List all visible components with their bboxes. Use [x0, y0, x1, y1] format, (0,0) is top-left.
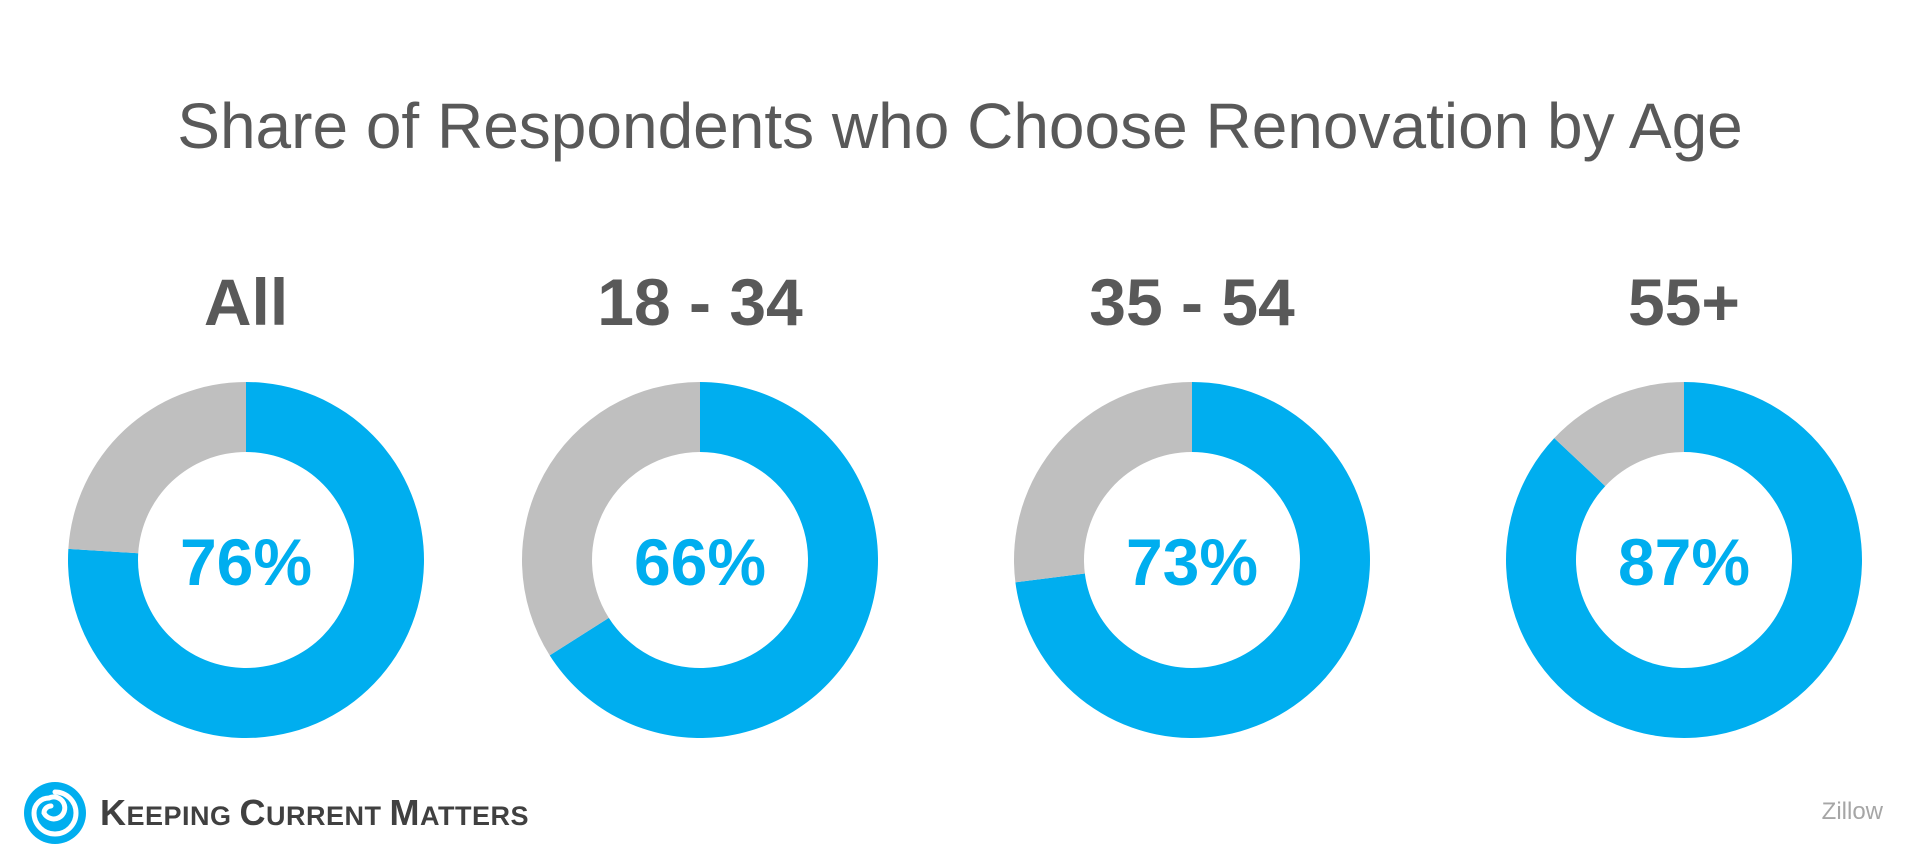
brand-initial-c: C: [239, 792, 267, 833]
slice-remainder-55-plus: [1554, 382, 1684, 487]
percent-label-35-54: 73%: [1126, 525, 1258, 599]
age-group-label-18-34: 18 - 34: [597, 265, 803, 339]
slice-renovate-35-54: [1015, 382, 1370, 738]
brand-initial-m: M: [389, 792, 421, 833]
slice-remainder-35-54: [1014, 382, 1192, 583]
swirl-icon: [24, 782, 86, 844]
donut-chart-all: 76%: [67, 382, 424, 738]
donut-chart-35-54: 73%: [1014, 382, 1370, 738]
brand-logo: KEEPING CURRENT MATTERS: [22, 780, 529, 846]
percent-label-18-34: 66%: [634, 525, 766, 599]
slice-renovate-55-plus: [1506, 382, 1862, 738]
slice-remainder-18-34: [522, 382, 700, 656]
source-label: Zillow: [1821, 798, 1883, 825]
brand-word-matters: ATTERS: [420, 801, 530, 831]
age-group-label-35-54: 35 - 54: [1089, 265, 1295, 339]
brand-initial-k: K: [100, 792, 127, 833]
percent-label-55-plus: 87%: [1618, 525, 1750, 599]
brand-word-keeping: EEPING: [126, 801, 240, 831]
brand-name: KEEPING CURRENT MATTERS: [100, 792, 529, 834]
age-group-label-55-plus: 55+: [1628, 265, 1740, 339]
slice-renovate-18-34: [549, 382, 878, 738]
percent-label-all: 76%: [180, 525, 312, 599]
chart-title: Share of Respondents who Choose Renovati…: [177, 90, 1743, 162]
slice-renovate-all: [67, 382, 424, 738]
age-group-label-all: All: [203, 265, 289, 339]
donut-chart-55-plus: 87%: [1506, 382, 1862, 738]
slice-remainder-all: [68, 382, 246, 554]
brand-word-current: URRENT: [266, 801, 390, 831]
donut-chart-18-34: 66%: [522, 382, 878, 738]
